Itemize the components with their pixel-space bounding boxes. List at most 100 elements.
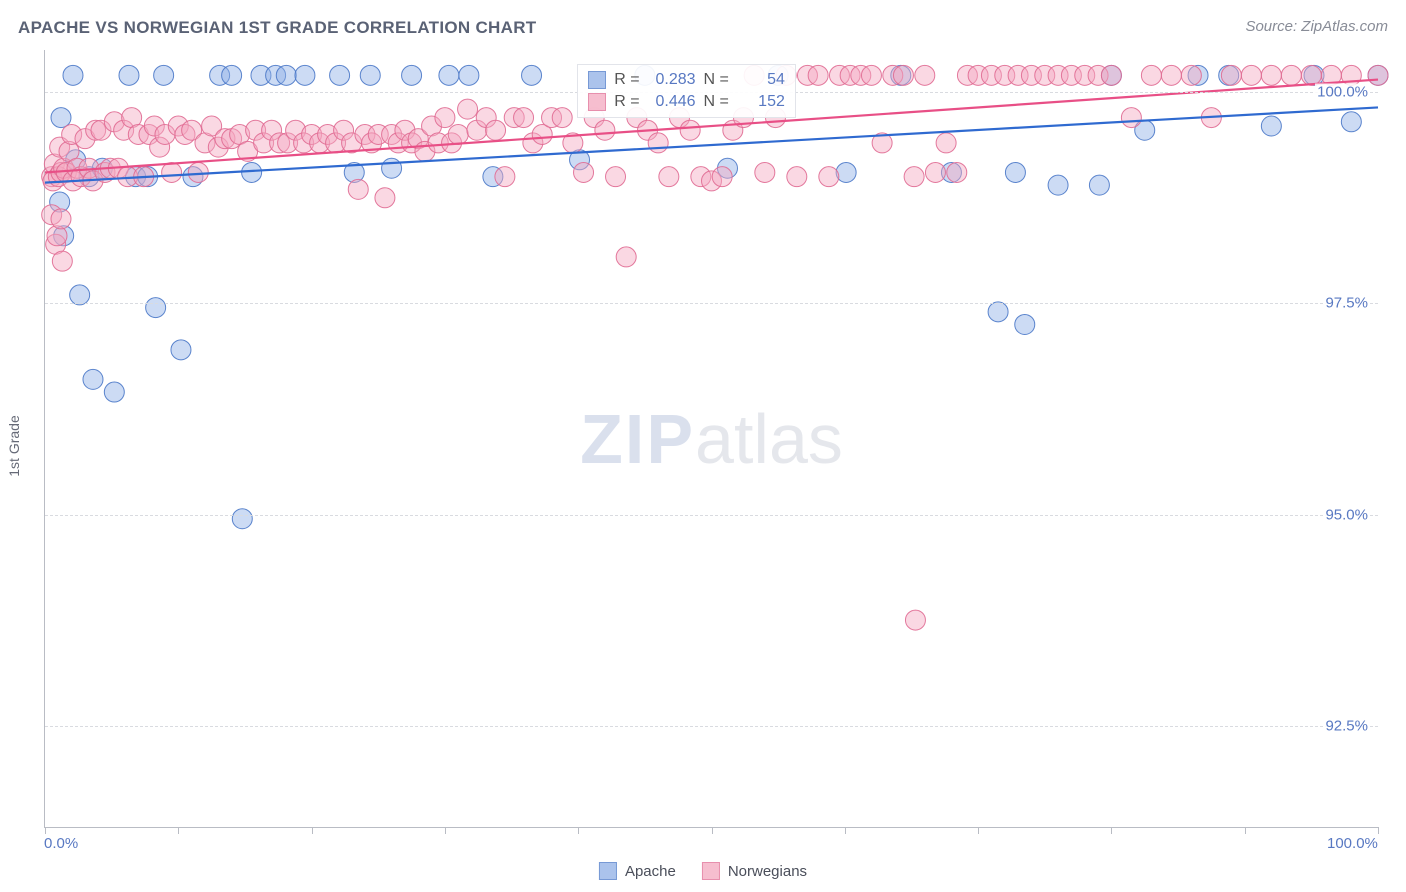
x-tick [845, 827, 846, 834]
gridline [45, 726, 1378, 727]
x-tick [978, 827, 979, 834]
source-label: Source: ZipAtlas.com [1245, 18, 1388, 35]
x-tick [178, 827, 179, 834]
data-point [552, 108, 572, 128]
data-point [242, 162, 262, 182]
data-point [1368, 65, 1388, 85]
data-point [819, 167, 839, 187]
data-point [648, 133, 668, 153]
data-point [458, 99, 478, 119]
data-point [1101, 65, 1121, 85]
data-point [1261, 116, 1281, 136]
data-point [348, 179, 368, 199]
legend-swatch [702, 862, 720, 880]
data-point [51, 209, 71, 229]
x-tick [578, 827, 579, 834]
data-point [1341, 112, 1361, 132]
data-point [402, 65, 422, 85]
data-point [522, 65, 542, 85]
gridline [45, 303, 1378, 304]
data-point [295, 65, 315, 85]
x-end-label: 100.0% [1327, 835, 1378, 852]
data-point [162, 162, 182, 182]
data-point [1005, 162, 1025, 182]
legend-item: Norwegians [702, 862, 807, 880]
data-point [276, 65, 296, 85]
y-tick-label: 92.5% [1323, 717, 1370, 734]
data-point [232, 509, 252, 529]
data-point [936, 133, 956, 153]
data-point [1281, 65, 1301, 85]
data-point [514, 108, 534, 128]
legend-item: Apache [599, 862, 676, 880]
data-point [51, 108, 71, 128]
data-point [1015, 314, 1035, 334]
legend-label: Norwegians [728, 863, 807, 880]
data-point [787, 167, 807, 187]
data-point [63, 65, 83, 85]
data-point [1141, 65, 1161, 85]
legend-r-label: R = [614, 69, 639, 91]
data-point [119, 65, 139, 85]
data-point [146, 298, 166, 318]
data-point [1089, 175, 1109, 195]
data-point [905, 610, 925, 630]
data-point [1121, 108, 1141, 128]
legend-n-value: 54 [737, 69, 785, 91]
y-axis-title: 1st Grade [6, 415, 22, 476]
data-point [861, 65, 881, 85]
data-point [925, 162, 945, 182]
data-point [375, 188, 395, 208]
data-point [574, 162, 594, 182]
data-point [1221, 65, 1241, 85]
legend-swatch [588, 93, 606, 111]
data-point [988, 302, 1008, 322]
data-point [680, 120, 700, 140]
data-point [712, 167, 732, 187]
x-tick [712, 827, 713, 834]
legend-row: R = 0.283 N = 54 [588, 69, 785, 91]
data-point [595, 120, 615, 140]
legend-r-value: 0.283 [648, 69, 696, 91]
x-tick [312, 827, 313, 834]
legend-n-label: N = [704, 69, 729, 91]
data-point [606, 167, 626, 187]
legend-r-value: 0.446 [648, 91, 696, 113]
plot-area: ZIPatlas 100.0%97.5%95.0%92.5% [44, 50, 1378, 828]
data-point [154, 65, 174, 85]
x-tick [1111, 827, 1112, 834]
x-tick [1245, 827, 1246, 834]
data-point [435, 108, 455, 128]
legend-label: Apache [625, 863, 676, 880]
data-point [83, 369, 103, 389]
x-tick [1378, 827, 1379, 834]
legend-n-label: N = [704, 91, 729, 113]
data-point [836, 162, 856, 182]
data-point [808, 65, 828, 85]
data-point [52, 251, 72, 271]
data-point [616, 247, 636, 267]
x-tick [445, 827, 446, 834]
data-point [915, 65, 935, 85]
data-point [104, 382, 124, 402]
data-point [448, 124, 468, 144]
data-point [382, 158, 402, 178]
data-point [70, 285, 90, 305]
y-tick-label: 95.0% [1323, 506, 1370, 523]
correlation-legend: R = 0.283 N = 54R = 0.446 N = 152 [577, 64, 796, 118]
legend-swatch [588, 71, 606, 89]
data-point [495, 167, 515, 187]
data-point [1241, 65, 1261, 85]
data-point [1048, 175, 1068, 195]
legend-n-value: 152 [737, 91, 785, 113]
data-point [1181, 65, 1201, 85]
data-point [1301, 65, 1321, 85]
chart-svg [45, 50, 1378, 827]
data-point [659, 167, 679, 187]
data-point [439, 65, 459, 85]
data-point [893, 65, 913, 85]
gridline [45, 515, 1378, 516]
legend-swatch [599, 862, 617, 880]
data-point [904, 167, 924, 187]
data-point [459, 65, 479, 85]
